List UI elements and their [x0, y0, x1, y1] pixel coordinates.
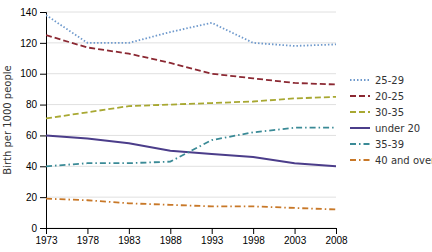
legend-swatch	[350, 143, 370, 145]
chart-container: 1973 1978 1983 1988 1993 1998 2003 2008 0 20 40 60 8…	[0, 0, 432, 252]
legend-item: 30-35	[350, 107, 404, 118]
y-tick-mark	[40, 12, 46, 13]
x-tick-label: 1993	[201, 235, 224, 246]
grid-line	[46, 135, 336, 136]
y-tick-mark	[40, 43, 46, 44]
legend-item: 40 and over	[350, 155, 432, 166]
legend-swatch	[350, 159, 370, 161]
series-line	[46, 35, 336, 84]
x-tick-label: 1988	[160, 235, 183, 246]
legend-label: 40 and over	[375, 155, 432, 166]
legend-label: 30-35	[375, 107, 404, 118]
series-line	[46, 128, 336, 167]
x-tick: 1998	[243, 228, 266, 246]
legend-swatch	[350, 79, 370, 81]
grid	[46, 12, 336, 228]
x-tick-label: 1978	[77, 235, 100, 246]
legend-label: 25-29	[375, 75, 404, 86]
legend-item: 20-25	[350, 91, 404, 102]
y-tick-mark	[40, 228, 46, 229]
y-tick: 100	[20, 68, 46, 79]
y-tick-mark	[40, 74, 46, 75]
series-line	[46, 135, 336, 166]
series-line	[46, 199, 336, 210]
lines	[46, 15, 336, 209]
x-tick: 1993	[201, 228, 224, 246]
legend-label: under 20	[375, 123, 420, 134]
y-tick-label: 80	[26, 99, 38, 110]
y-tick: 120	[20, 38, 46, 49]
legend-swatch	[350, 95, 370, 97]
legend-swatch	[350, 111, 370, 113]
y-tick-label: 140	[20, 7, 37, 18]
x-axis: 1973 1978 1983 1988 1993 1998 2003 2008	[35, 228, 348, 246]
x-tick-label: 1983	[118, 235, 141, 246]
y-axis-title: Birth per 1000 people	[2, 65, 13, 175]
grid-line	[46, 42, 336, 43]
x-tick-label: 1973	[35, 235, 58, 246]
x-tick: 1973	[35, 228, 58, 246]
x-tick-mark	[170, 228, 171, 234]
y-tick-label: 120	[20, 38, 37, 49]
y-tick: 140	[20, 7, 46, 18]
legend-label: 35-39	[375, 139, 404, 150]
legend-swatch	[350, 127, 370, 129]
series-line	[46, 97, 336, 119]
y-tick-mark	[40, 105, 46, 106]
x-tick-mark	[212, 228, 213, 234]
y-tick-label: 0	[31, 223, 37, 234]
y-tick-mark	[40, 166, 46, 167]
y-tick-mark	[40, 197, 46, 198]
x-tick: 2008	[325, 228, 348, 246]
x-tick-mark	[336, 228, 337, 234]
plot-area: 1973 1978 1983 1988 1993 1998 2003 2008 0 20 40 60 8…	[20, 7, 348, 246]
x-tick-mark	[129, 228, 130, 234]
y-tick: 80	[26, 99, 46, 110]
x-tick-label: 1998	[243, 235, 266, 246]
y-tick: 60	[26, 130, 46, 141]
chart-svg: 1973 1978 1983 1988 1993 1998 2003 2008 0 20 40 60 8…	[0, 0, 432, 252]
x-tick-mark	[87, 228, 88, 234]
x-tick-mark	[295, 228, 296, 234]
x-tick-label: 2003	[284, 235, 307, 246]
legend-label: 20-25	[375, 91, 404, 102]
y-tick-label: 100	[20, 68, 37, 79]
y-tick-label: 20	[26, 192, 38, 203]
y-tick-label: 40	[26, 161, 38, 172]
grid-line	[46, 197, 336, 198]
x-axis-line	[47, 229, 337, 235]
x-tick-mark	[253, 228, 254, 234]
legend-item: 25-29	[350, 75, 404, 86]
y-tick: 40	[26, 161, 46, 172]
y-tick-mark	[40, 135, 46, 136]
x-tick-label: 2008	[325, 235, 348, 246]
y-tick-label: 60	[26, 130, 38, 141]
legend-item: 35-39	[350, 139, 404, 150]
grid-line	[46, 73, 336, 74]
y-tick: 20	[26, 192, 46, 203]
x-tick: 1983	[118, 228, 141, 246]
x-tick: 1988	[160, 228, 183, 246]
y-axis: 0 20 40 60 80 100 120 140	[20, 7, 46, 234]
legend: 25-29 20-25 30-35 under 20 35-39 40 and over	[350, 75, 432, 166]
y-tick: 0	[31, 223, 46, 234]
grid-line	[46, 166, 336, 167]
grid-line	[46, 12, 336, 13]
x-tick: 1978	[77, 228, 100, 246]
x-tick: 2003	[284, 228, 307, 246]
series-line	[46, 15, 336, 46]
legend-item: under 20	[350, 123, 420, 134]
y-axis-line	[40, 13, 47, 229]
